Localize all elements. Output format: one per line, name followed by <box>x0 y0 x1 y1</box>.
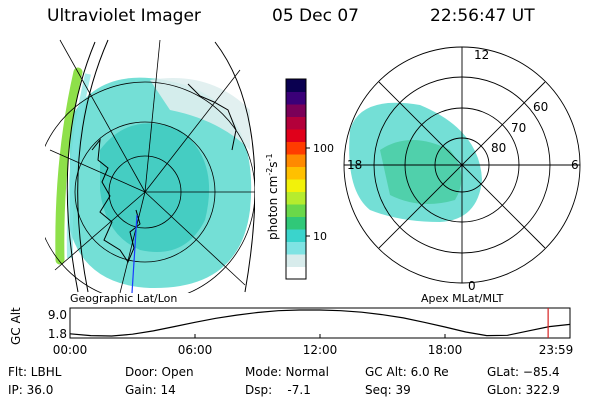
instrument-title: Ultraviolet Imager <box>47 6 201 26</box>
colorbar-cell <box>286 191 306 205</box>
apex-panel-label: Apex MLat/MLT <box>421 292 504 305</box>
colorbar: 100 10 photon cm-2s-1 <box>265 78 334 280</box>
mlt-label-6: 6 <box>571 158 579 172</box>
colorbar-cell <box>286 266 306 280</box>
geo-coastline <box>91 138 141 264</box>
apex-spokes <box>344 47 580 283</box>
door-info: Door: Open <box>125 365 194 379</box>
colorbar-cell <box>286 216 306 230</box>
x-tick-label: 23:59 <box>539 343 574 357</box>
geo-limb <box>66 41 96 293</box>
seq-info: Seq: 39 <box>365 383 411 397</box>
mode-info: Mode: Normal <box>245 365 329 379</box>
geo-aurora-inner <box>100 123 210 252</box>
glon-info: GLon: 322.9 <box>487 383 560 397</box>
apex-aurora-inner <box>380 140 462 204</box>
mlt-label-18: 18 <box>347 158 362 172</box>
gc-alt-series-line <box>69 309 571 337</box>
gc-alt-ytick-9: 9.0 <box>48 308 67 322</box>
mlat-label-80: 80 <box>491 141 506 155</box>
apex-polar-panel: 12 18 6 0 60 70 80 <box>343 46 581 293</box>
geo-bright-arc <box>55 67 83 265</box>
gc-alt-ytick-1-8: 1.8 <box>48 327 67 341</box>
colorbar-cell <box>286 154 306 167</box>
colorbar-cell <box>286 241 306 255</box>
geo-limb-right <box>214 41 255 293</box>
geo-limb-2 <box>77 39 109 293</box>
geo-lat-circle <box>45 81 255 293</box>
date-label: 05 Dec 07 <box>272 6 359 26</box>
gc-alt-plot-frame <box>69 307 571 339</box>
ip-info: IP: 36.0 <box>8 383 54 397</box>
geo-blue-meridian <box>131 214 138 293</box>
gc-alt-ylabel: GC Alt <box>9 307 23 345</box>
colorbar-cell <box>286 79 306 92</box>
geo-panel-label: Geographic Lat/Lon <box>70 292 177 305</box>
colorbar-cell <box>286 254 306 267</box>
colorbar-cell <box>286 166 306 180</box>
colorbar-cell <box>286 179 306 192</box>
colorbar-cell <box>286 104 306 117</box>
geo-meridians <box>49 39 255 293</box>
x-tick-label: 00:00 <box>53 343 88 357</box>
colorbar-cells <box>286 79 306 280</box>
colorbar-tick-10: 10 <box>313 230 327 243</box>
mlat-label-70: 70 <box>511 121 526 135</box>
geographic-panel <box>45 39 255 293</box>
mlt-label-12: 12 <box>474 48 489 62</box>
gain-info: Gain: 14 <box>125 383 176 397</box>
geo-aurora-speckle <box>150 78 250 150</box>
x-tick-label: 12:00 <box>303 343 338 357</box>
colorbar-cell <box>286 116 306 130</box>
time-label: 22:56:47 UT <box>430 6 535 26</box>
gc-alt-x-ticks: 00:00 06:00 12:00 18:00 23:59 <box>53 334 574 357</box>
gc-alt-chart: 00:00 06:00 12:00 18:00 23:59 9.0 1.8 GC Alt <box>9 307 573 357</box>
colorbar-cell <box>286 141 306 155</box>
colorbar-cell <box>286 91 306 105</box>
geo-coastline-2 <box>187 83 237 151</box>
filter-info: Flt: LBHL <box>8 365 62 379</box>
dsp-info: Dsp: -7.1 <box>245 383 311 397</box>
colorbar-label: photon cm-2s-1 <box>265 153 280 240</box>
colorbar-frame <box>285 78 307 280</box>
colorbar-cell <box>286 204 306 217</box>
x-tick-label: 18:00 <box>428 343 463 357</box>
colorbar-cell <box>286 229 306 242</box>
glat-info: GLat: −85.4 <box>487 365 560 379</box>
colorbar-tick-100: 100 <box>313 142 334 155</box>
gc-alt-info: GC Alt: 6.0 Re <box>365 365 449 379</box>
x-tick-label: 06:00 <box>178 343 213 357</box>
colorbar-cell <box>286 129 306 142</box>
mlt-label-0: 0 <box>468 279 476 293</box>
mlat-label-60: 60 <box>533 100 548 114</box>
